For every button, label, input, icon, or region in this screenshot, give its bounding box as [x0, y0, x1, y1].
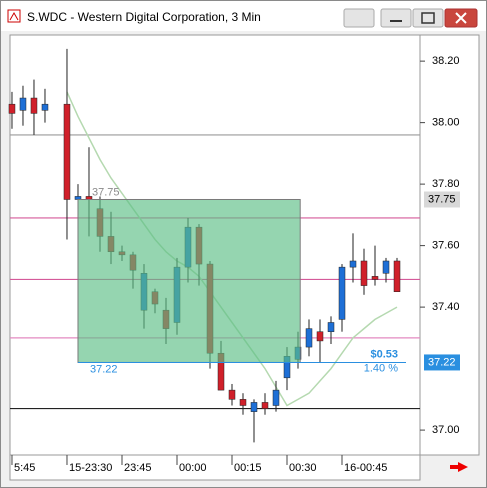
range-bottom-label: 37.22	[90, 363, 118, 375]
plot: 38.20 38.00 37.80 37.60 37.40 37.00 5:45 15-23:…	[8, 48, 460, 474]
x-tick-label: 00:00	[179, 462, 207, 474]
scroll-arrow[interactable]	[450, 462, 468, 472]
y-tick-label: 38.20	[432, 55, 460, 67]
y-axis-area	[419, 34, 480, 456]
candle-body	[327, 322, 335, 332]
x-axis-area	[9, 454, 421, 481]
candle-body	[250, 402, 258, 412]
x-tick-label: 15-23:30	[69, 462, 112, 474]
window-title: S.WDC - Western Digital Corporation, 3 M…	[27, 10, 261, 24]
link-button[interactable]	[343, 8, 375, 28]
candle-body	[63, 103, 71, 200]
candle-body	[371, 276, 379, 280]
candle-body	[239, 399, 247, 406]
candle-body	[338, 266, 346, 320]
price-marker-label: 37.75	[428, 193, 456, 205]
price-marker	[424, 354, 460, 371]
x-tick-label: 23:45	[124, 462, 152, 474]
y-tick-label: 37.60	[432, 240, 460, 252]
app-icon-glyph	[9, 11, 19, 21]
candle-body	[305, 328, 313, 348]
app-icon	[7, 9, 21, 23]
x-tick-label: 5:45	[14, 462, 35, 474]
candle-body	[228, 389, 236, 400]
candle-body	[41, 103, 49, 111]
candle-body	[360, 260, 368, 286]
close-glyph	[455, 12, 467, 24]
x-tick-label: 16-00:45	[344, 462, 387, 474]
candle-body	[272, 389, 280, 406]
price-marker	[424, 191, 460, 208]
candle-body	[8, 103, 16, 114]
candle-body	[30, 97, 38, 114]
y-tick-label: 37.40	[432, 301, 460, 313]
x-tick-label: 00:30	[289, 462, 317, 474]
minimize-button[interactable]	[380, 8, 412, 28]
x-tick-label: 00:15	[234, 462, 262, 474]
range-change: $0.53	[370, 348, 398, 360]
candle-body	[382, 260, 390, 274]
maximize-glyph	[421, 12, 435, 24]
candle-body	[19, 97, 27, 111]
price-marker-label: 37.22	[428, 356, 456, 368]
range-percent: 1.40 %	[364, 362, 398, 374]
candle-body	[349, 260, 357, 268]
candle-body	[316, 331, 324, 342]
range-top-label: 37.75	[92, 186, 120, 198]
range-box	[77, 198, 301, 363]
y-tick-label: 37.00	[432, 424, 460, 436]
maximize-button[interactable]	[412, 8, 444, 28]
candle-body	[261, 402, 269, 409]
candle-body	[393, 260, 401, 292]
y-tick-label: 38.00	[432, 117, 460, 129]
y-tick-label: 37.80	[432, 178, 460, 190]
